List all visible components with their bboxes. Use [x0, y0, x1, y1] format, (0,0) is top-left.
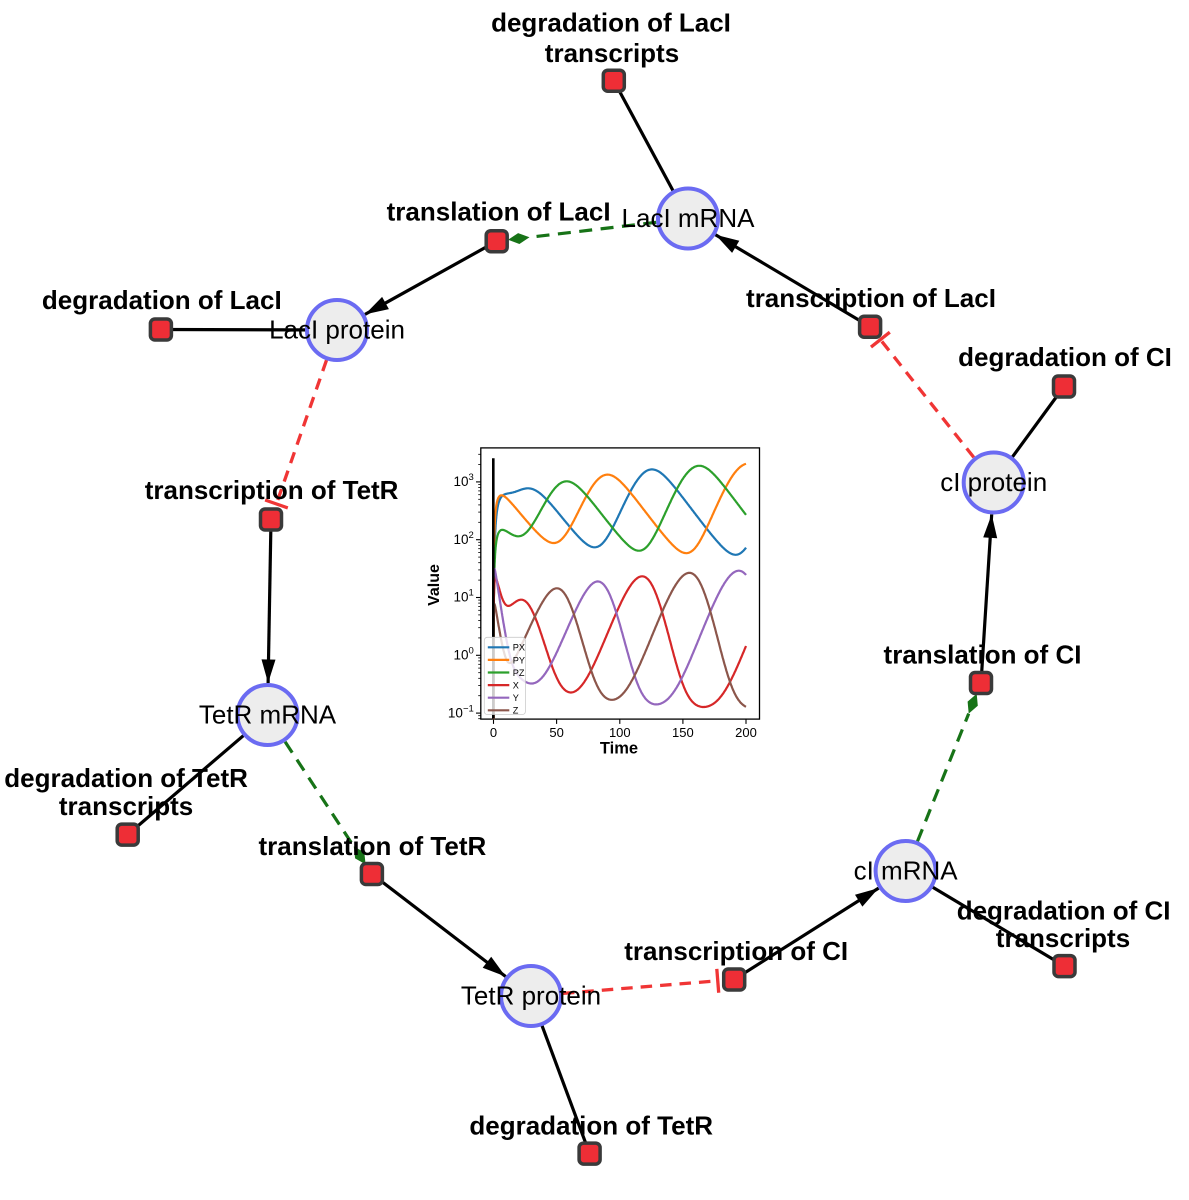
svg-text:degradation of LacI: degradation of LacI [42, 285, 282, 315]
svg-text:LacI protein: LacI protein [269, 315, 405, 345]
svg-text:degradation of TetR: degradation of TetR [469, 1111, 713, 1141]
svg-text:PZ: PZ [513, 668, 525, 678]
svg-text:transcripts: transcripts [996, 923, 1130, 953]
svg-text:X: X [513, 681, 519, 691]
svg-text:LacI mRNA: LacI mRNA [622, 203, 756, 233]
svg-text:degradation of CI: degradation of CI [958, 342, 1172, 372]
svg-text:Value: Value [426, 564, 443, 606]
svg-text:50: 50 [549, 725, 563, 740]
svg-text:transcripts: transcripts [545, 38, 679, 68]
svg-text:TetR protein: TetR protein [461, 981, 601, 1011]
svg-text:PX: PX [513, 643, 525, 653]
svg-text:degradation of TetR: degradation of TetR [4, 763, 248, 793]
svg-text:translation of LacI: translation of LacI [387, 197, 611, 227]
svg-text:150: 150 [672, 725, 694, 740]
svg-text:transcription of TetR: transcription of TetR [145, 475, 399, 505]
svg-text:TetR mRNA: TetR mRNA [199, 700, 337, 730]
svg-text:Time: Time [600, 740, 638, 758]
svg-text:PY: PY [513, 655, 525, 665]
svg-text:200: 200 [735, 725, 757, 740]
svg-text:cI mRNA: cI mRNA [854, 856, 959, 886]
svg-text:translation of CI: translation of CI [884, 640, 1082, 670]
svg-text:cI protein: cI protein [940, 467, 1047, 497]
svg-text:transcripts: transcripts [59, 791, 193, 821]
svg-text:100: 100 [609, 725, 631, 740]
svg-text:transcription of CI: transcription of CI [624, 936, 848, 966]
svg-text:0: 0 [490, 725, 497, 740]
svg-text:translation of TetR: translation of TetR [259, 831, 487, 861]
svg-text:Y: Y [513, 693, 519, 703]
svg-text:degradation of CI: degradation of CI [957, 896, 1171, 926]
svg-text:transcription of LacI: transcription of LacI [746, 283, 996, 313]
svg-text:Z: Z [513, 706, 519, 716]
svg-text:degradation of LacI: degradation of LacI [491, 8, 731, 38]
